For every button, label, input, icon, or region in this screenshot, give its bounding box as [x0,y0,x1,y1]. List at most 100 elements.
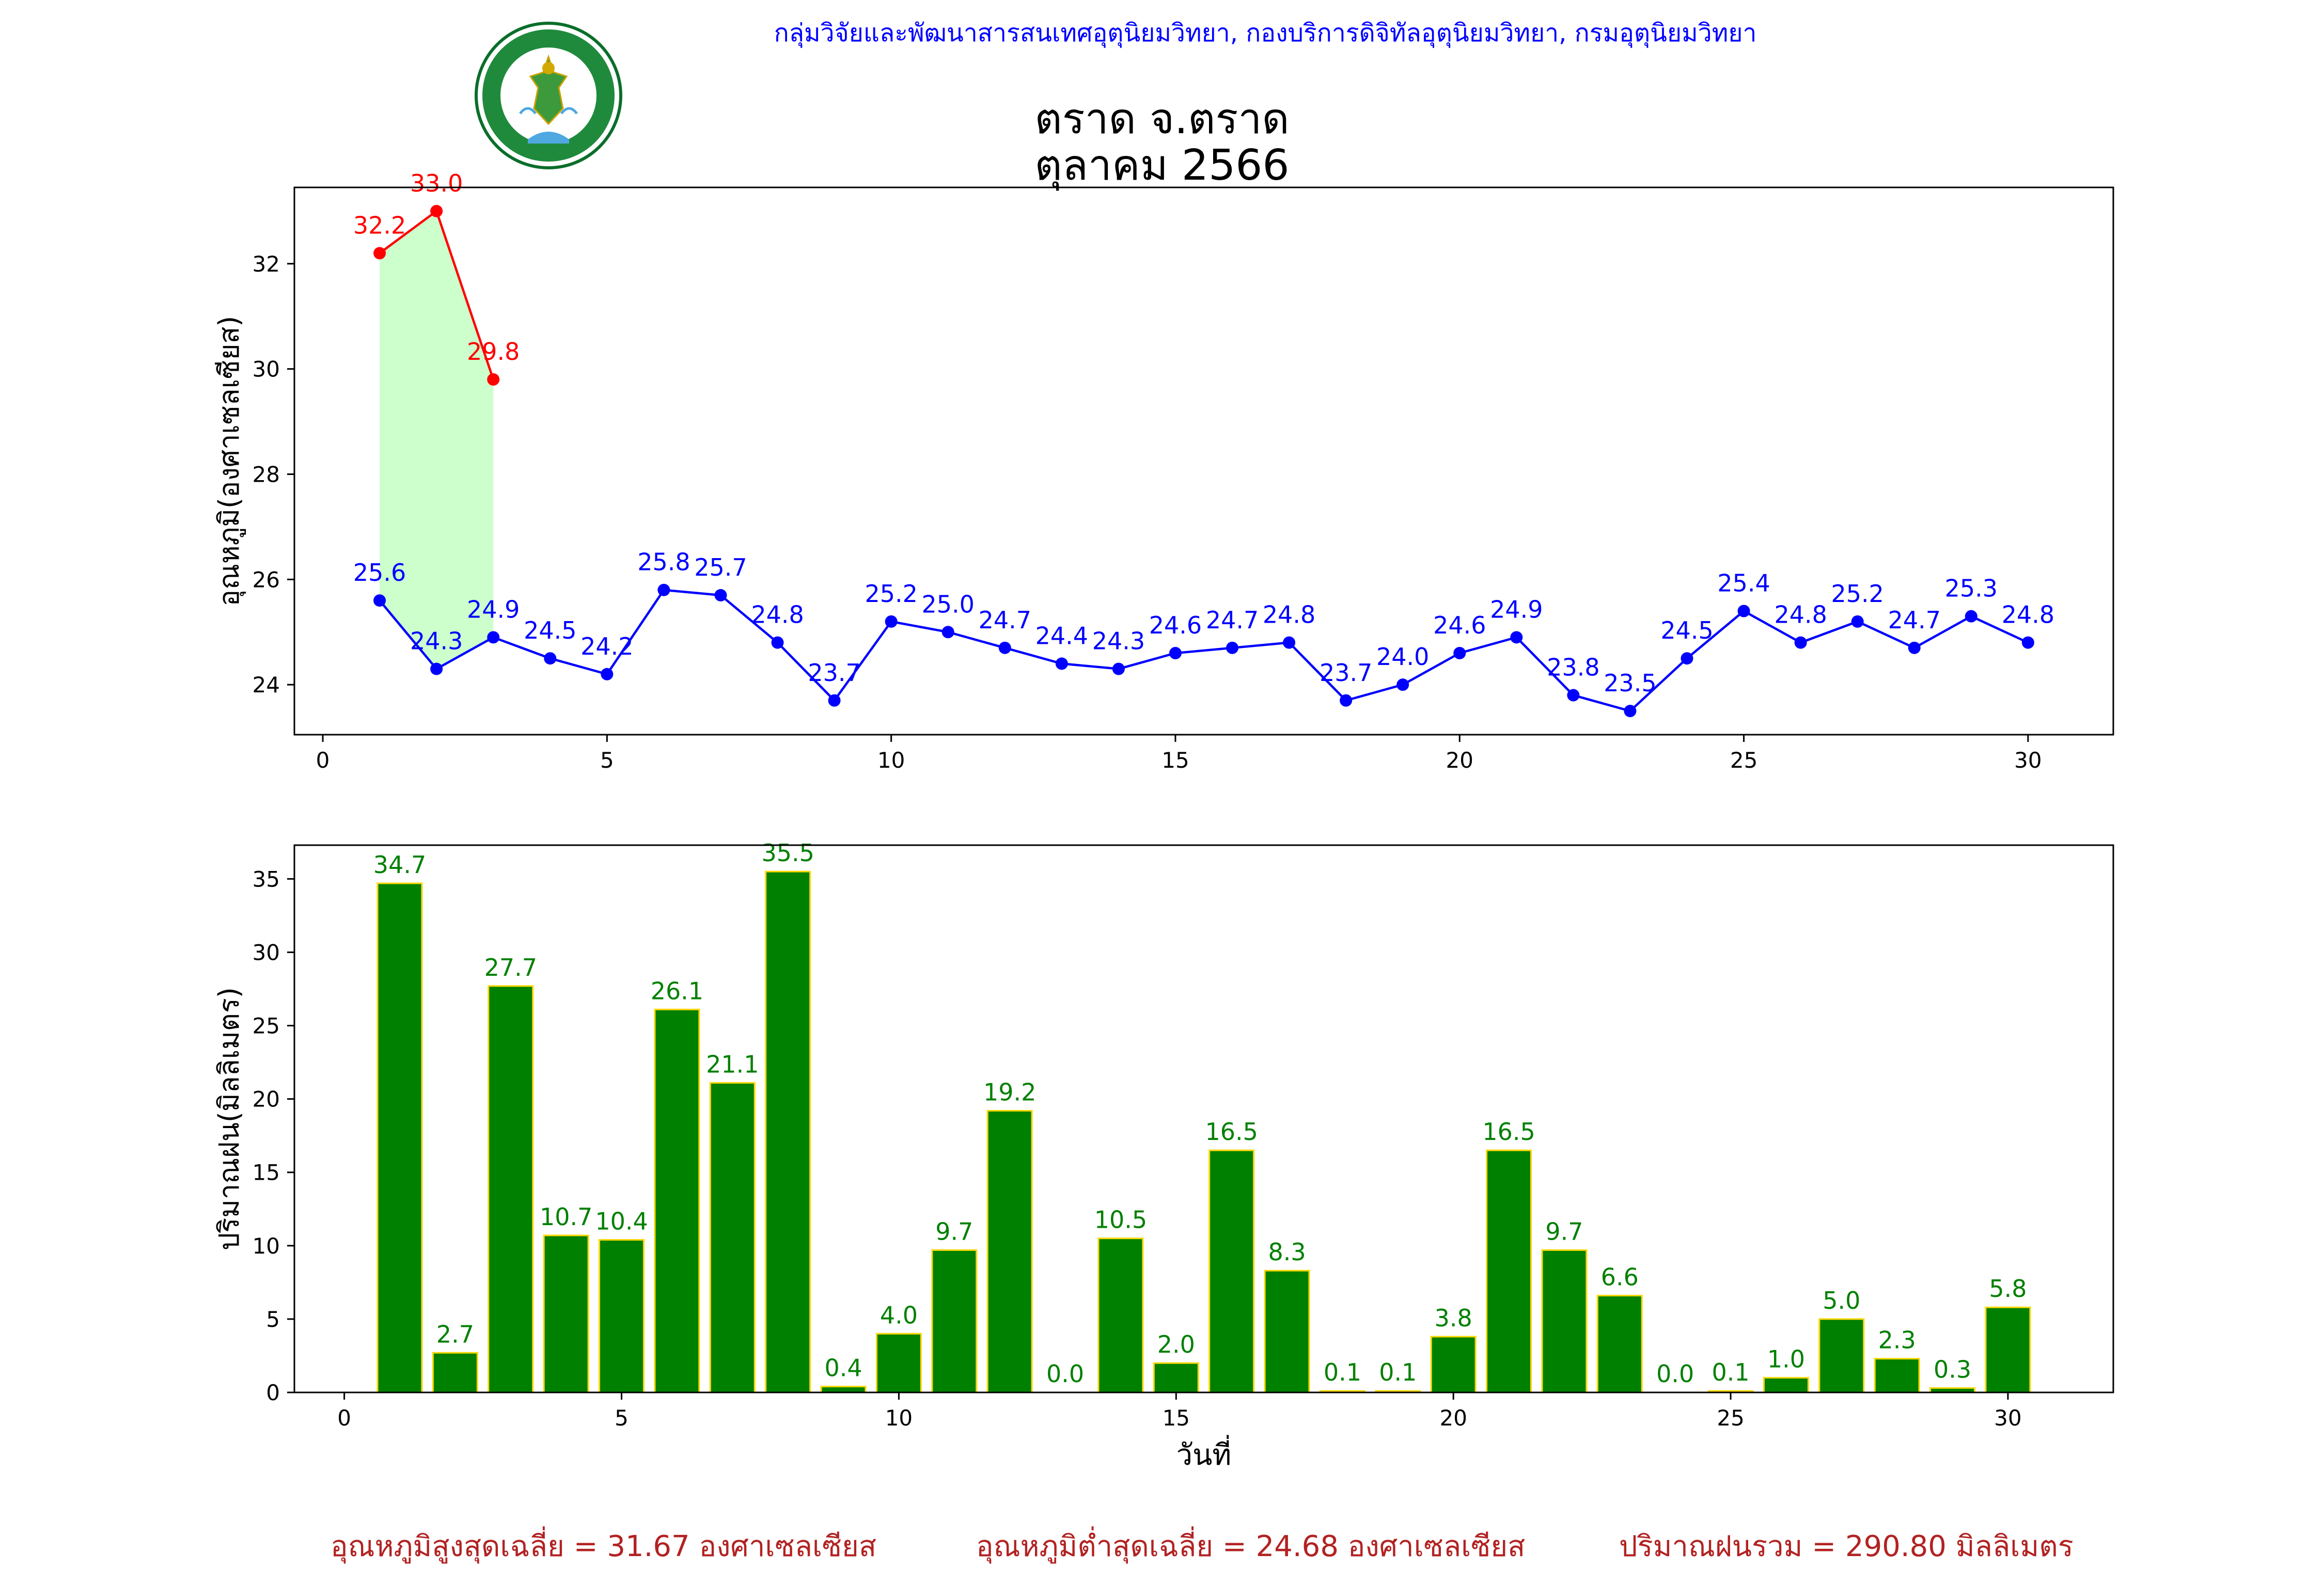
rain-x-tick-label: 10 [885,1405,913,1431]
rain-y-tick-label: 30 [253,940,280,965]
min-temp-label: 23.7 [808,659,860,687]
rain-value-label: 5.8 [1989,1275,2027,1303]
min-temp-label: 25.3 [1945,575,1998,603]
rain-value-label: 10.7 [540,1203,592,1231]
rain-bar [1097,1238,1144,1393]
rain-bar [1763,1377,1809,1393]
rain-value-label: 16.5 [1482,1118,1535,1146]
temp-x-tick-label: 5 [600,748,614,773]
min-temp-point [1340,694,1353,707]
meteorological-department-logo [471,21,626,172]
rain-bar [432,1352,478,1393]
rain-bar [543,1234,589,1393]
min-temp-label: 23.8 [1547,654,1599,682]
min-temp-label: 24.0 [1376,643,1429,671]
rain-y-tick-label: 35 [253,866,280,892]
min-temp-point [487,631,500,644]
footer-avg-max-temp: อุณหภูมิสูงสุดเฉลี่ย = 31.67 องศาเซลเซีย… [331,1530,877,1563]
rain-x-tick-label: 20 [1439,1405,1467,1431]
temperature-y-axis-label: อุณหภูมิ(องศาเซลเซียส) [213,316,246,607]
temperature-axes-frame [293,186,2114,736]
min-temp-label: 24.7 [1206,606,1259,634]
rain-bar [654,1008,700,1393]
rain-x-tick-label: 25 [1717,1405,1744,1431]
rain-value-label: 9.7 [935,1217,973,1245]
rain-value-label: 5.0 [1823,1287,1860,1314]
rain-y-tick-label: 20 [253,1087,280,1112]
rainfall-y-axis-label: ปริมาณฝน(มิลลิเมตร) [213,987,245,1250]
min-temp-point [2021,636,2034,649]
rain-value-label: 21.1 [706,1050,759,1078]
rain-value-label: 2.3 [1878,1326,1916,1354]
min-temp-label: 24.7 [979,606,1031,634]
temp-x-tick-label: 0 [316,748,330,773]
rain-value-label: 3.8 [1435,1304,1472,1332]
min-temp-point [1396,678,1409,691]
min-temp-point [1510,631,1523,644]
min-temp-label: 23.5 [1604,669,1656,697]
min-temp-point [1624,705,1637,718]
rain-bar [765,870,811,1393]
footer-total-rainfall: ปริมาณฝนรวม = 290.80 มิลลิเมตร [1619,1530,2074,1563]
max-temp-label: 33.0 [410,169,463,197]
rain-value-label: 10.5 [1094,1206,1147,1234]
rain-bar [488,985,534,1393]
rain-value-label: 35.5 [761,839,814,867]
rain-value-label: 1.0 [1767,1345,1805,1373]
rain-value-label: 9.7 [1545,1217,1583,1245]
min-temp-label: 25.2 [1831,580,1884,608]
rain-value-label: 0.0 [1046,1360,1084,1388]
rain-y-tick-label: 10 [253,1233,280,1259]
rain-y-tick-label: 25 [253,1013,280,1039]
rain-value-label: 16.5 [1205,1118,1258,1146]
min-temp-point [657,583,670,596]
min-temp-point [828,694,841,707]
temp-x-tick-label: 20 [1446,748,1473,773]
rain-bar [1264,1270,1310,1393]
rain-value-label: 26.1 [651,977,703,1005]
rain-bar [1153,1362,1199,1393]
rain-bar [599,1239,645,1393]
min-temp-label: 25.8 [637,548,690,576]
temp-x-tick-label: 25 [1730,748,1757,773]
rain-bar [1596,1294,1643,1393]
rain-y-tick-label: 15 [253,1160,280,1185]
rain-value-label: 0.3 [1934,1355,1971,1383]
min-temp-point [1112,662,1125,675]
min-temp-point [544,652,557,665]
min-temp-point [941,626,954,639]
rain-value-label: 0.4 [824,1354,862,1382]
rain-bar [931,1249,978,1393]
max-temp-point [430,204,443,217]
rain-bar [1430,1336,1477,1393]
min-temp-label: 25.0 [922,590,975,618]
rain-x-tick-label: 30 [1994,1405,2021,1431]
temp-x-tick-label: 30 [2014,748,2042,773]
max-temp-label: 29.8 [467,338,520,366]
rain-x-tick-label: 0 [337,1405,351,1431]
min-temp-point [1453,647,1466,660]
rain-x-tick-label: 15 [1163,1405,1190,1431]
min-temp-point [1567,689,1580,702]
rain-bar [875,1333,922,1393]
min-temp-label: 23.7 [1320,659,1372,687]
min-temp-point [1851,615,1864,628]
rain-value-label: 34.7 [373,851,426,879]
agency-header: กลุ่มวิจัยและพัฒนาสารสนเทศอุตุนิยมวิทยา,… [774,19,1757,47]
min-temp-point [1908,641,1921,654]
rain-bar [1541,1249,1588,1393]
rain-bar [1874,1358,1920,1393]
max-temp-label: 32.2 [353,211,406,239]
min-temp-label: 25.4 [1717,569,1770,597]
min-temp-label: 24.5 [524,616,576,644]
rain-value-label: 0.1 [1379,1358,1417,1386]
max-temp-point [373,247,386,260]
rainfall-axes-frame [293,844,2114,1393]
chart-title-station: ตราด จ.ตราด [1034,94,1290,144]
min-temp-label: 24.6 [1149,611,1202,639]
min-temp-label: 24.2 [580,632,633,660]
min-temp-label: 24.6 [1433,611,1486,639]
rain-value-label: 2.7 [436,1320,474,1348]
rain-y-tick-label: 0 [266,1380,280,1405]
